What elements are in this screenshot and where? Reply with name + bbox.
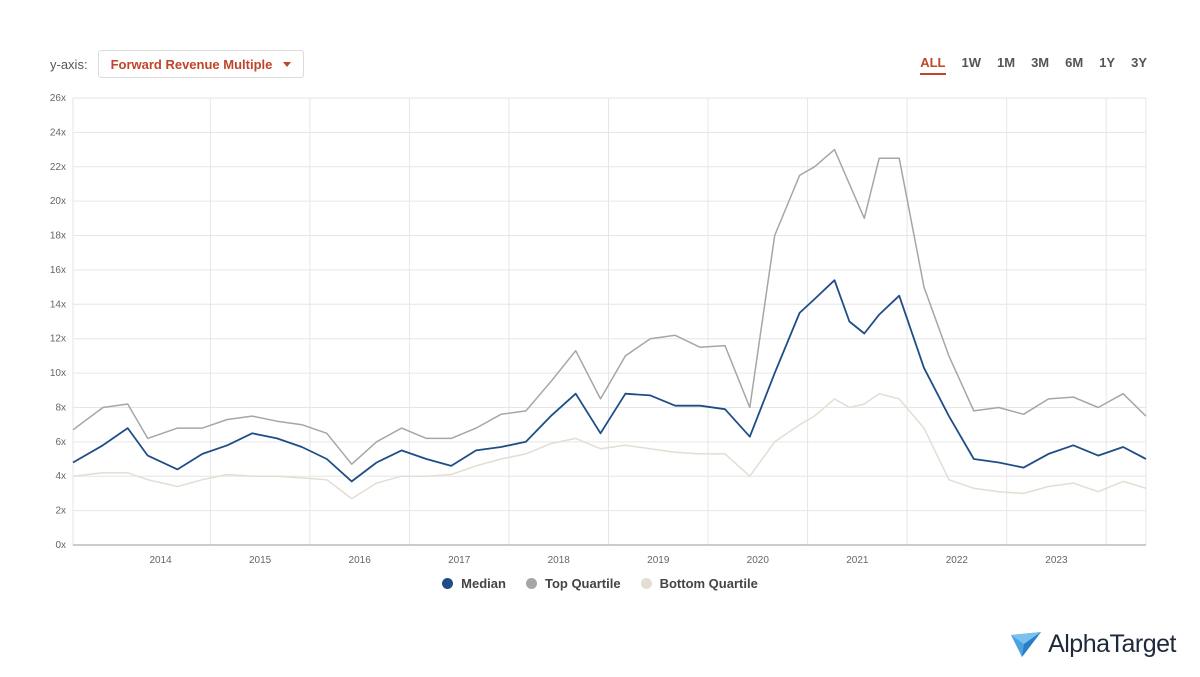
y-tick-label: 14x <box>50 299 66 310</box>
chart-legend: Median Top Quartile Bottom Quartile <box>0 576 1200 591</box>
x-tick-label: 2019 <box>647 555 670 566</box>
legend-item[interactable]: Top Quartile <box>525 576 621 591</box>
x-tick-label: 2023 <box>1045 555 1068 566</box>
line-chart: 0x 2x 4x 6x 8x 10x 12x 14x 16x 18x 20x 22x 24x 26x 201… <box>50 93 1147 566</box>
y-tick-label: 10x <box>50 368 66 379</box>
caret-down-icon <box>282 61 291 67</box>
brand-logo: AlphaTarget <box>1010 630 1176 659</box>
range-button-1m[interactable]: 1M <box>997 55 1016 70</box>
legend-dot-icon <box>442 578 454 589</box>
yaxis-label: y-axis: <box>50 56 88 72</box>
series-line-top-quartile <box>72 148 1147 465</box>
x-tick-label: 2021 <box>846 555 869 566</box>
yaxis-control: y-axis: Forward Revenue Multiple <box>50 50 304 78</box>
range-button-3y[interactable]: 3Y <box>1131 55 1147 70</box>
legend-dot-icon <box>525 578 537 589</box>
x-tick-label: 2014 <box>149 555 172 566</box>
brand-name: AlphaTarget <box>1048 630 1176 658</box>
y-tick-label: 22x <box>50 162 66 173</box>
range-button-1w[interactable]: 1W <box>961 55 982 70</box>
time-range-selector: ALL 1W 1M 3M 6M 1Y 3Y <box>920 55 1147 75</box>
x-tick-label: 2017 <box>448 555 471 566</box>
legend-label: Bottom Quartile <box>659 576 758 591</box>
y-tick-label: 0x <box>55 540 66 551</box>
range-button-all[interactable]: ALL <box>920 55 946 75</box>
paper-plane-icon <box>1011 631 1042 657</box>
series-line-bottom-quartile <box>72 392 1147 500</box>
legend-item[interactable]: Bottom Quartile <box>640 576 758 591</box>
y-tick-label: 6x <box>55 437 66 448</box>
x-tick-label: 2022 <box>946 555 969 566</box>
x-tick-label: 2018 <box>548 555 571 566</box>
y-tick-label: 2x <box>55 506 66 517</box>
yaxis-metric-selected: Forward Revenue Multiple <box>110 56 273 72</box>
series-line-median <box>72 279 1147 483</box>
range-button-6m[interactable]: 6M <box>1065 55 1084 70</box>
y-tick-label: 4x <box>55 471 66 482</box>
legend-label: Top Quartile <box>544 576 621 591</box>
x-tick-label: 2020 <box>747 555 770 566</box>
y-tick-label: 24x <box>50 127 66 138</box>
y-tick-label: 26x <box>50 93 66 104</box>
yaxis-metric-dropdown[interactable]: Forward Revenue Multiple <box>97 50 304 78</box>
y-tick-label: 8x <box>55 402 66 413</box>
x-tick-label: 2015 <box>249 555 272 566</box>
legend-item[interactable]: Median <box>442 576 506 591</box>
y-tick-label: 20x <box>50 196 66 207</box>
y-tick-label: 18x <box>50 231 66 242</box>
range-button-1y[interactable]: 1Y <box>1099 55 1116 70</box>
range-button-3m[interactable]: 3M <box>1031 55 1050 70</box>
y-tick-label: 12x <box>50 334 66 345</box>
legend-dot-icon <box>640 578 652 589</box>
legend-label: Median <box>461 576 506 591</box>
x-tick-label: 2016 <box>349 555 372 566</box>
y-tick-label: 16x <box>50 265 66 276</box>
